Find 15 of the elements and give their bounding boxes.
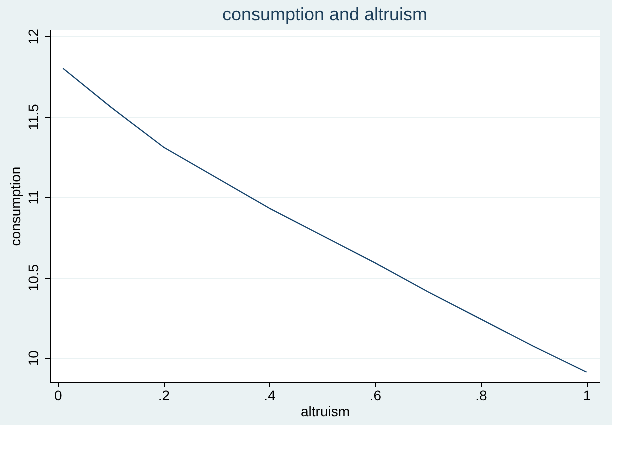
x-tick-label: 0 [54,388,63,404]
y-tick-label: 11.5 [26,104,42,130]
x-tick-label: .2 [158,388,170,404]
x-tick-label: 1 [583,388,592,404]
y-axis-title: consumption [8,166,24,246]
x-axis-title: altruism [300,404,350,420]
y-tick-label: 10 [26,350,42,366]
line-series [62,68,588,373]
y-tick-label: 10.5 [26,264,42,292]
x-tick-label: .6 [370,388,382,404]
x-tick-label: .8 [476,388,488,404]
chart-title: consumption and altruism [222,4,428,25]
y-tick-label: 11 [26,190,42,205]
y-tick-label: 12 [26,28,42,45]
x-tick-label: .4 [264,388,276,404]
